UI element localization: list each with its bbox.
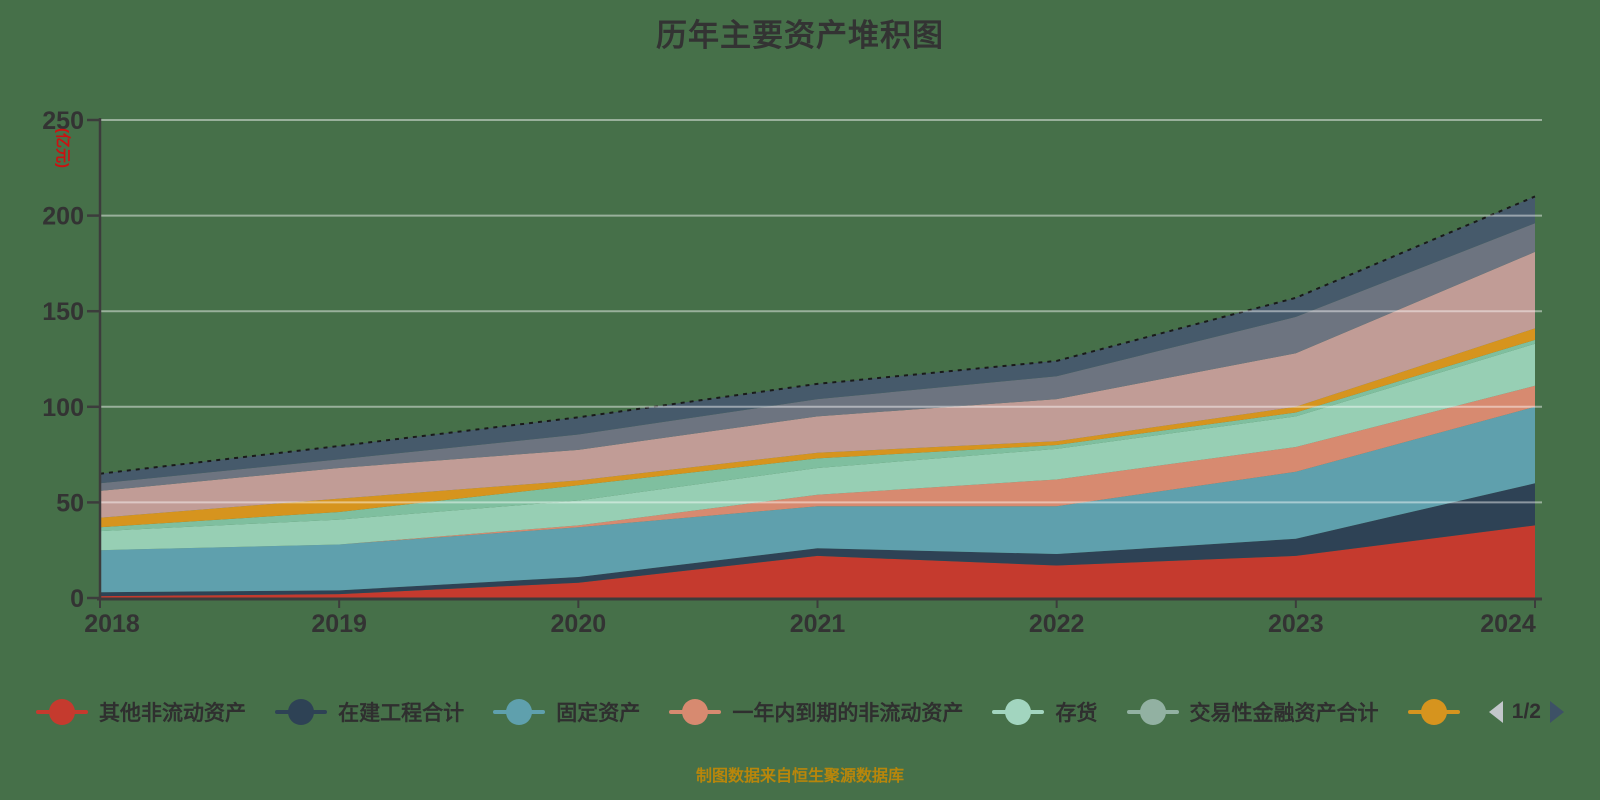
legend-line-dot-icon bbox=[669, 699, 722, 725]
legend-bar: 其他非流动资产 在建工程合计 固定资产 一年内到期的非流动资产 存货 交易性金融资产合计 … bbox=[0, 697, 1600, 727]
data-source-note: 制图数据来自恒生聚源数据库 bbox=[695, 768, 904, 785]
x-tick-label-2019: 2019 bbox=[311, 610, 367, 638]
legend-item-label: 在建工程合计 bbox=[338, 702, 465, 725]
legend-item-label: 存货 bbox=[1055, 702, 1098, 725]
y-tick-label-150: 150 bbox=[42, 298, 84, 326]
y-axis-unit-label: (亿元) bbox=[54, 128, 71, 168]
legend-item-7[interactable] bbox=[1407, 699, 1460, 725]
legend-pagination: 1/2 bbox=[1488, 700, 1564, 724]
legend-next-arrow-icon[interactable] bbox=[1549, 701, 1564, 723]
x-tick-label-2024: 2024 bbox=[1480, 610, 1536, 638]
y-tick-label-0: 0 bbox=[70, 585, 84, 613]
legend-item-6[interactable]: 交易性金融资产合计 bbox=[1126, 697, 1379, 727]
y-tick-label-200: 200 bbox=[42, 203, 84, 231]
legend-item-label: 其他非流动资产 bbox=[99, 702, 246, 725]
legend-line-dot-icon bbox=[992, 699, 1045, 725]
x-tick-label-2020: 2020 bbox=[551, 610, 607, 638]
legend-prev-arrow-icon[interactable] bbox=[1488, 701, 1503, 723]
legend-item-1[interactable]: 其他非流动资产 bbox=[36, 697, 246, 727]
legend-item-label: 交易性金融资产合计 bbox=[1189, 702, 1379, 725]
x-tick-label-2021: 2021 bbox=[790, 610, 846, 638]
legend-item-label: 固定资产 bbox=[556, 702, 641, 725]
area-series-8[interactable] bbox=[100, 251, 1535, 518]
legend-item-3[interactable]: 固定资产 bbox=[493, 697, 640, 727]
chart-title: 历年主要资产堆积图 bbox=[656, 18, 944, 53]
area-series-3[interactable] bbox=[100, 406, 1535, 593]
x-tick-label-2018: 2018 bbox=[84, 610, 140, 638]
legend-item-label: 一年内到期的非流动资产 bbox=[732, 702, 964, 725]
legend-item-2[interactable]: 在建工程合计 bbox=[275, 697, 464, 727]
area-series-4[interactable] bbox=[100, 385, 1535, 551]
legend-page-indicator: 1/2 bbox=[1511, 700, 1541, 723]
area-series-5[interactable] bbox=[100, 343, 1535, 551]
y-tick-label-250: 250 bbox=[42, 107, 84, 135]
legend-line-dot-icon bbox=[1126, 699, 1179, 725]
legend-line-dot-icon bbox=[36, 699, 88, 725]
x-tick-label-2022: 2022 bbox=[1029, 610, 1085, 638]
area-series-1[interactable] bbox=[100, 525, 1535, 598]
legend-line-dot-icon bbox=[275, 699, 328, 725]
stack-total-dashed-line bbox=[99, 195, 1536, 475]
y-tick-label-100: 100 bbox=[42, 394, 84, 422]
y-tick-label-50: 50 bbox=[56, 489, 84, 517]
legend-item-5[interactable]: 存货 bbox=[992, 697, 1097, 727]
x-tick-label-2023: 2023 bbox=[1268, 610, 1324, 638]
legend-line-dot-icon bbox=[1407, 699, 1460, 725]
legend-line-dot-icon bbox=[493, 699, 546, 725]
area-series-9[interactable] bbox=[100, 223, 1535, 491]
area-series-7[interactable] bbox=[100, 328, 1535, 528]
legend-item-4[interactable]: 一年内到期的非流动资产 bbox=[669, 697, 963, 727]
